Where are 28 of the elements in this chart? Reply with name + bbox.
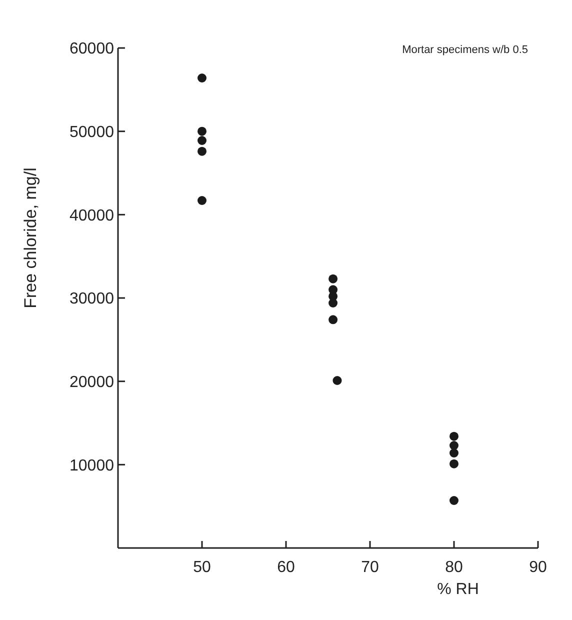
point: [450, 441, 458, 450]
point: [328, 298, 338, 308]
point: [332, 376, 342, 385]
point: [450, 448, 458, 458]
y-axis-title: Free chloride, mg/l: [21, 168, 40, 308]
x-tick-label: 60: [277, 559, 295, 576]
y-tick-label: 20000: [70, 374, 114, 391]
x-tick-label: 90: [529, 559, 547, 576]
x-axis-title: % RH: [437, 581, 479, 598]
x-tick-label: 70: [361, 559, 379, 576]
y-tick-label: 40000: [70, 207, 114, 224]
x-tick-label: 80: [445, 559, 463, 576]
point: [450, 496, 458, 505]
point: [198, 196, 206, 205]
point: [198, 74, 206, 82]
y-tick-label: 60000: [70, 40, 114, 58]
point: [328, 274, 338, 284]
y-tick-label: 10000: [70, 457, 114, 474]
x-tick-label: 50: [193, 559, 211, 576]
y-tick-label: 30000: [70, 290, 114, 308]
point: [198, 126, 206, 136]
y-tick-label: 50000: [70, 124, 114, 141]
point: [450, 459, 458, 468]
point: [450, 432, 458, 441]
point: [328, 315, 338, 324]
point: [198, 136, 206, 145]
annotation: Mortar specimens w/b 0.5: [402, 44, 528, 56]
point: [198, 146, 206, 156]
